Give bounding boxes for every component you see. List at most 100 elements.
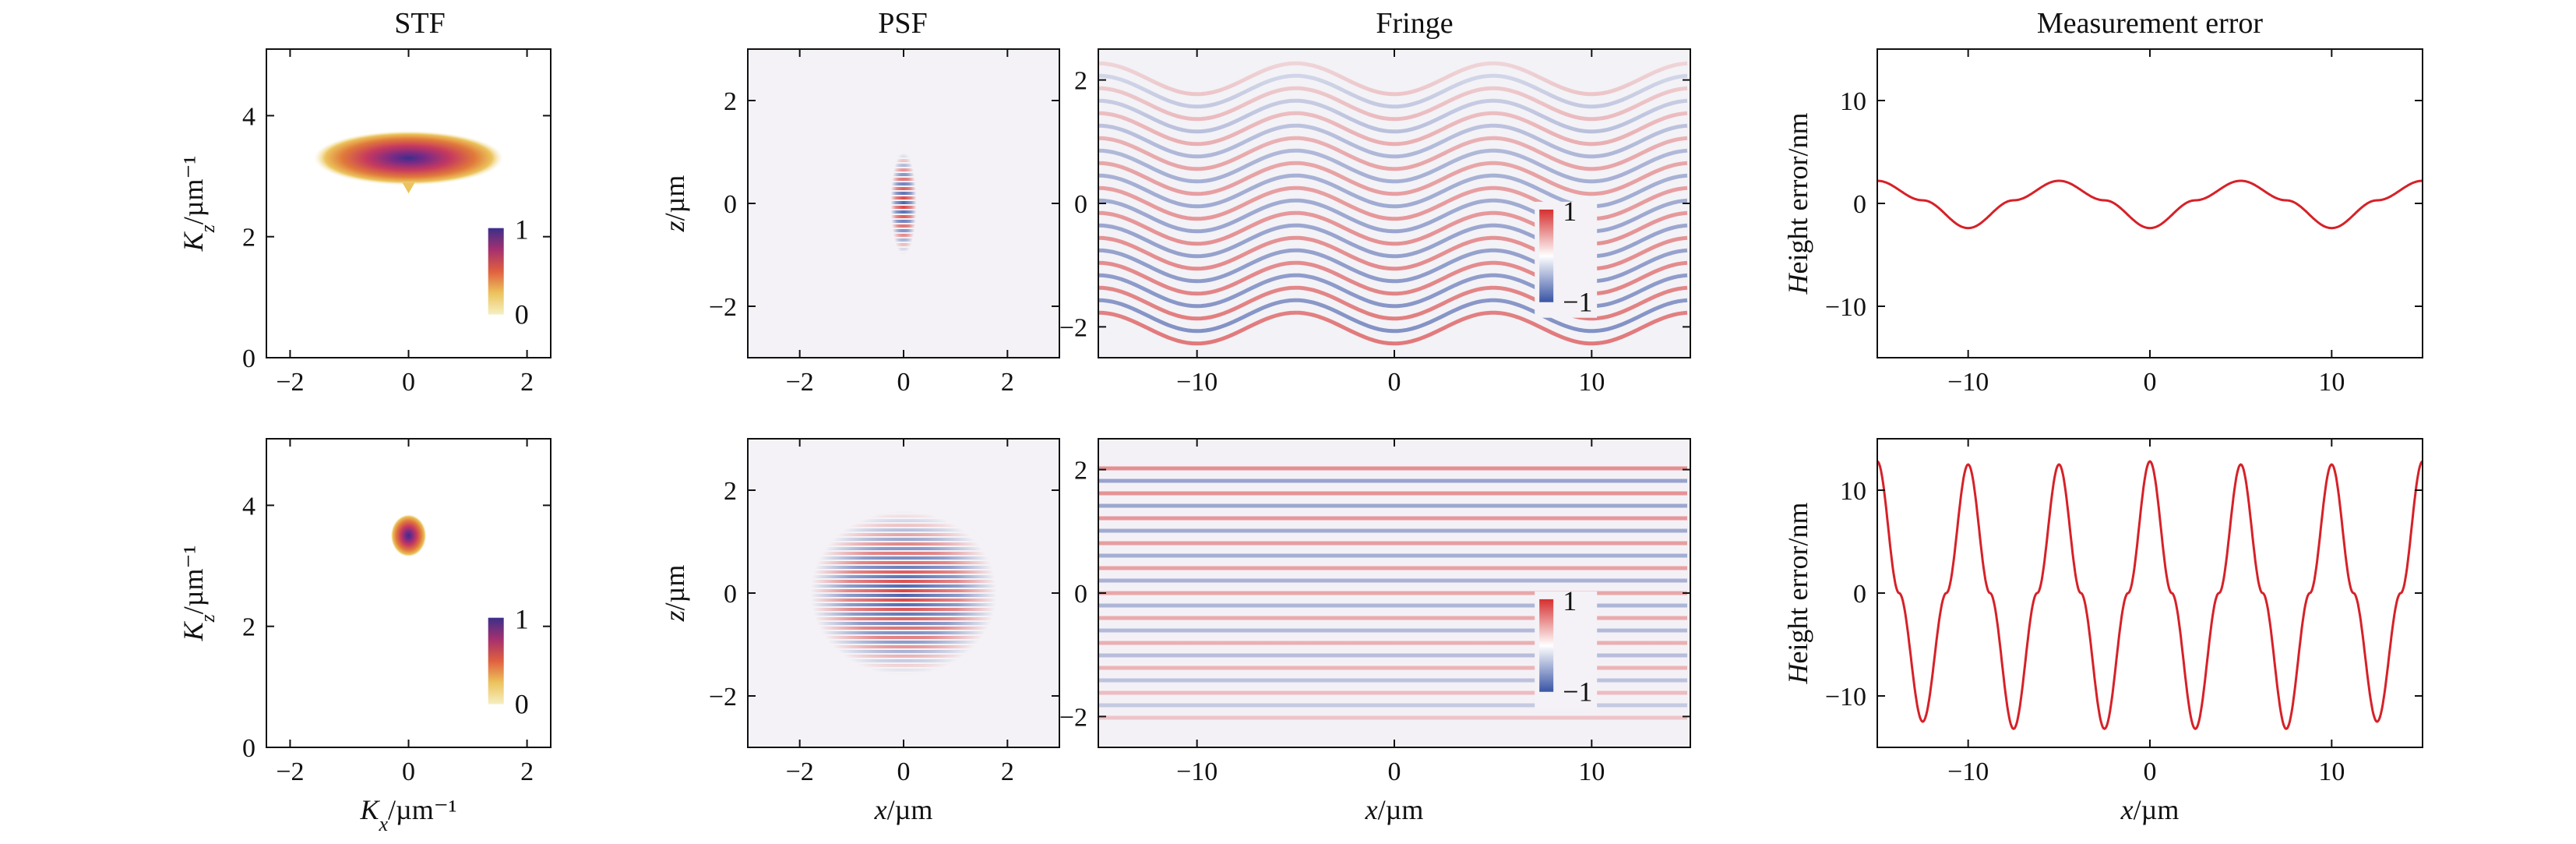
fringe-top-ytick-label: 0 [1074, 190, 1087, 219]
fringe-bottom-colorbar-min-label: −1 [1563, 676, 1592, 708]
error-bottom-axes-frame [1876, 438, 2423, 748]
psf-bottom-panel: −2 0 2 −2 0 2 x/µm z/µm [659, 438, 1060, 825]
stf-bottom-plot-area [390, 514, 427, 557]
stf-bottom-ylabel: Kz/µm⁻¹ [178, 546, 219, 642]
col-title-measurement-error: Measurement error [2037, 7, 2263, 40]
fringe-bottom-xtick-label: 0 [1388, 757, 1401, 786]
stf-bottom-axes-frame [266, 438, 551, 748]
error-top-ylabel: Height error/nm [1782, 113, 1813, 295]
error-top-ytick-label: 10 [1840, 87, 1866, 116]
stf-top-plot-area [313, 130, 504, 194]
fringe-bottom-ytick-label: 0 [1074, 580, 1087, 609]
error-top-ytick-label: 0 [1853, 190, 1866, 219]
col-title-stf: STF [394, 7, 445, 40]
error-bottom-xtick-label: 0 [2144, 757, 2157, 786]
psf-bottom-plot-area [748, 439, 1059, 747]
stf-top-colorbar-max-label: 1 [515, 214, 529, 245]
error-bottom-xlabel: x/µm [2120, 794, 2180, 825]
stf-top-xtick-label: −2 [276, 368, 304, 397]
fringe-top-colorbar [1539, 209, 1554, 302]
psf-bottom-ytick-label: 0 [724, 580, 737, 609]
stf-bottom-xtick-label: 2 [520, 757, 534, 786]
psf-top-xtick-label: −2 [786, 368, 814, 397]
fringe-top-contrast-overlay [1098, 49, 1690, 358]
stf-bottom-ytick-label: 0 [242, 734, 255, 763]
psf-top-fringe-pattern [890, 152, 917, 255]
fringe-top-panel: 1 −1 −10 0 10 −2 0 2 [1059, 48, 1691, 397]
stf-top-colorbar-min-label: 0 [515, 299, 529, 330]
stf-top-ytick-label: 0 [242, 344, 255, 373]
psf-top-ytick-label: 0 [724, 190, 737, 219]
stf-top-xtick-label: 0 [402, 368, 415, 397]
error-top-error-curve [1877, 179, 2423, 230]
fringe-bottom-ytick-label: −2 [1059, 703, 1087, 732]
fringe-top-ytick-label: −2 [1059, 313, 1087, 342]
fringe-bottom-panel: 1 −1 −10 0 10 −2 0 2 x/µm [1059, 438, 1691, 825]
fringe-bottom-plot-area [1098, 439, 1690, 747]
stf-bottom-xtick-label: 0 [402, 757, 415, 786]
stf-top-ylabel: Kz/µm⁻¹ [178, 156, 219, 252]
fringe-top-colorbar-min-label: −1 [1563, 287, 1592, 318]
stf-top-ytick-label: 4 [242, 102, 255, 131]
fringe-top-xtick-label: 10 [1578, 368, 1605, 397]
psf-bottom-xtick-label: 0 [897, 757, 911, 786]
error-bottom-ytick-label: 10 [1840, 477, 1866, 506]
error-top-axes-frame [1876, 48, 2423, 358]
fringe-bottom-colorbar-max-label: 1 [1563, 585, 1577, 616]
stf-bottom-colorbar-max-label: 1 [515, 604, 529, 635]
psf-top-panel: −2 0 2 −2 0 2 z/µm [659, 48, 1060, 397]
stf-bottom-spectrum-spot [390, 514, 427, 557]
stf-bottom-xtick-label: −2 [276, 757, 304, 786]
psf-bottom-ylabel: z/µm [659, 565, 690, 623]
stf-top-colorbar [488, 228, 504, 315]
psf-top-ytick-label: 2 [724, 87, 737, 116]
fringe-bottom-xtick-label: 10 [1578, 757, 1605, 786]
error-bottom-error-curve [1877, 460, 2423, 730]
psf-bottom-xlabel: x/µm [874, 794, 933, 825]
fringe-top-colorbar-max-label: 1 [1563, 196, 1577, 227]
stf-bottom-colorbar-min-label: 0 [515, 689, 529, 720]
col-title-fringe: Fringe [1376, 7, 1453, 40]
fringe-bottom-xlabel: x/µm [1365, 794, 1424, 825]
stf-top-axes-frame [266, 48, 551, 358]
error-top-plot-area [1877, 179, 2423, 230]
stf-top-spot-tail [402, 182, 415, 194]
stf-top-ytick-label: 2 [242, 224, 255, 252]
psf-bottom-ytick-label: −2 [709, 683, 737, 712]
stf-top-panel: 1 0 −2 0 2 0 2 4 Kz/µm⁻¹ [178, 48, 551, 397]
fringe-bottom-xtick-label: −10 [1176, 757, 1218, 786]
fringe-top-xtick-label: 0 [1388, 368, 1401, 397]
fringe-bottom-ytick-label: 2 [1074, 457, 1087, 486]
error-top-xtick-label: −10 [1947, 368, 1989, 397]
error-top-xtick-label: 10 [2318, 368, 2345, 397]
fringe-top-xtick-label: −10 [1176, 368, 1218, 397]
error-bottom-panel: −10 0 10 −10 0 10 x/µm Height error/nm [1782, 438, 2423, 825]
stf-bottom-ytick-label: 4 [242, 492, 255, 521]
error-top-panel: −10 0 10 −10 0 10 Height error/nm [1782, 48, 2423, 397]
psf-bottom-xtick-label: 2 [1001, 757, 1014, 786]
psf-top-ytick-label: −2 [709, 293, 737, 322]
stf-top-spectrum-spot [313, 130, 504, 185]
psf-top-plot-area [748, 49, 1059, 358]
error-top-xtick-label: 0 [2144, 368, 2157, 397]
psf-top-xtick-label: 2 [1001, 368, 1014, 397]
fringe-bottom-contrast-overlay [1098, 439, 1690, 747]
stf-bottom-xlabel: Kx/µm⁻¹ [359, 794, 456, 835]
error-bottom-plot-area [1877, 460, 2423, 730]
error-bottom-xtick-label: −10 [1947, 757, 1989, 786]
stf-top-xtick-label: 2 [520, 368, 534, 397]
psf-bottom-ytick-label: 2 [724, 477, 737, 506]
fringe-top-ytick-label: 2 [1074, 67, 1087, 96]
error-bottom-ytick-label: −10 [1825, 683, 1866, 712]
error-bottom-ylabel: Height error/nm [1782, 503, 1813, 685]
psf-top-ylabel: z/µm [659, 175, 690, 233]
error-bottom-xtick-label: 10 [2318, 757, 2345, 786]
psf-bottom-fringe-pattern [810, 510, 997, 676]
psf-top-xtick-label: 0 [897, 368, 911, 397]
error-top-ytick-label: −10 [1825, 293, 1866, 322]
stf-bottom-ytick-label: 2 [242, 613, 255, 642]
fringe-top-plot-area [1098, 49, 1690, 358]
stf-bottom-colorbar [488, 617, 504, 705]
fringe-bottom-colorbar [1539, 599, 1554, 692]
